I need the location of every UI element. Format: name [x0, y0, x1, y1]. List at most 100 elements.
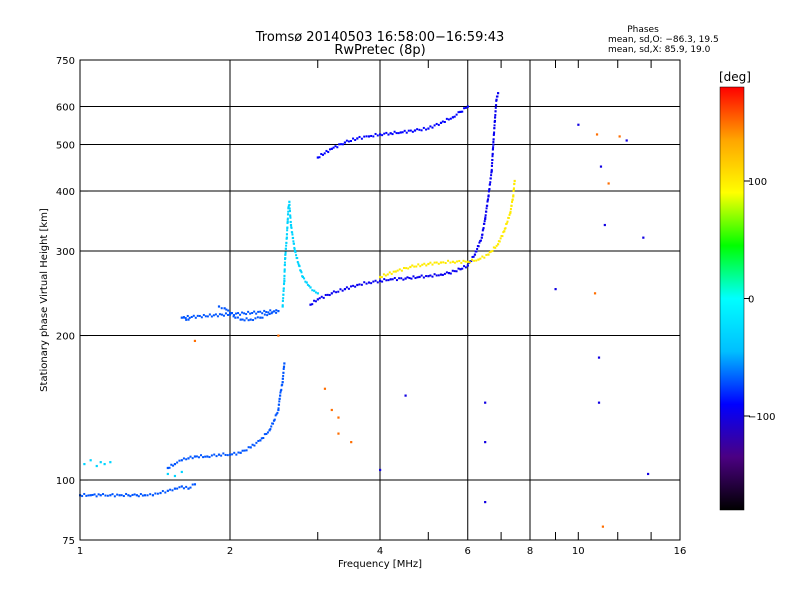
data-point: [330, 147, 333, 150]
data-point: [323, 152, 326, 155]
data-point: [347, 140, 350, 143]
data-point: [385, 279, 388, 282]
data-point: [496, 95, 499, 98]
data-point: [484, 500, 487, 504]
data-point: [229, 313, 231, 316]
data-point: [327, 151, 330, 154]
data-point: [415, 265, 418, 268]
data-point: [137, 495, 140, 498]
data-point: [189, 486, 192, 489]
data-point: [309, 286, 312, 289]
data-point: [554, 288, 557, 291]
data-point: [168, 466, 171, 469]
data-point: [513, 182, 516, 185]
data-point: [186, 314, 189, 317]
data-point: [508, 213, 511, 216]
data-point: [491, 159, 494, 162]
data-point: [395, 132, 398, 135]
data-point: [191, 483, 194, 486]
data-point: [267, 311, 270, 314]
data-point: [210, 315, 213, 318]
colorbar: [deg] 100 0 −100: [719, 70, 775, 511]
data-point: [227, 309, 230, 312]
data-point: [325, 149, 328, 152]
data-point: [171, 489, 174, 492]
data-point: [458, 259, 461, 262]
data-point: [156, 492, 159, 495]
data-point: [443, 272, 446, 275]
data-point: [332, 290, 335, 293]
data-point: [365, 282, 368, 285]
data-point: [464, 106, 467, 109]
data-point: [185, 458, 188, 461]
colorbar-label: [deg]: [719, 70, 751, 84]
data-point: [449, 261, 452, 264]
y-tick-label: 75: [62, 536, 75, 547]
data-point: [289, 214, 292, 217]
data-point: [461, 267, 464, 270]
data-point: [482, 227, 485, 230]
data-point: [400, 277, 403, 280]
data-point: [455, 270, 458, 273]
data-point: [379, 275, 382, 279]
data-point: [241, 311, 244, 314]
data-point: [286, 233, 289, 236]
colorbar-gradient: [719, 86, 745, 511]
data-point: [220, 454, 223, 457]
data-point: [282, 290, 285, 293]
stats-heading: Phases: [627, 25, 659, 35]
data-point: [281, 299, 284, 302]
data-point: [593, 292, 597, 295]
data-point: [308, 284, 311, 287]
data-point: [189, 455, 192, 458]
data-point: [224, 312, 227, 315]
data-point: [194, 316, 197, 319]
data-point: [386, 273, 389, 276]
data-point: [299, 269, 302, 272]
data-point: [279, 391, 282, 394]
data-point: [278, 400, 281, 403]
data-point: [300, 271, 303, 274]
data-point: [347, 287, 350, 290]
data-point: [253, 444, 256, 447]
data-point: [512, 195, 515, 198]
data-point: [493, 131, 496, 134]
data-point: [481, 229, 484, 232]
data-point: [449, 117, 452, 120]
data-point: [285, 241, 288, 244]
data-point: [414, 277, 417, 280]
data-point: [420, 129, 423, 132]
data-point: [400, 269, 403, 272]
data-point: [283, 277, 286, 280]
data-point: [385, 131, 388, 134]
data-point: [254, 317, 257, 320]
data-point: [379, 468, 382, 472]
data-point: [392, 270, 395, 273]
data-point: [222, 314, 225, 317]
data-point: [173, 474, 177, 478]
data-point: [316, 298, 319, 301]
data-point: [286, 229, 289, 232]
data-point: [404, 394, 407, 397]
data-point: [435, 274, 438, 277]
data-point: [180, 316, 183, 319]
data-point: [442, 261, 445, 264]
data-point: [241, 449, 244, 452]
data-point: [396, 269, 399, 272]
data-point: [490, 174, 493, 177]
data-point: [282, 297, 285, 300]
plot-frame: [79, 59, 681, 541]
data-point: [453, 115, 456, 118]
data-point: [512, 188, 515, 191]
data-point: [492, 246, 495, 249]
data-point: [477, 245, 480, 248]
data-point: [512, 189, 515, 192]
data-point: [265, 432, 268, 435]
data-point: [245, 313, 248, 316]
data-point: [184, 317, 187, 320]
data-point: [278, 397, 281, 400]
data-point: [463, 265, 466, 268]
data-point: [120, 494, 123, 497]
data-point: [330, 408, 333, 412]
data-point: [334, 145, 337, 148]
